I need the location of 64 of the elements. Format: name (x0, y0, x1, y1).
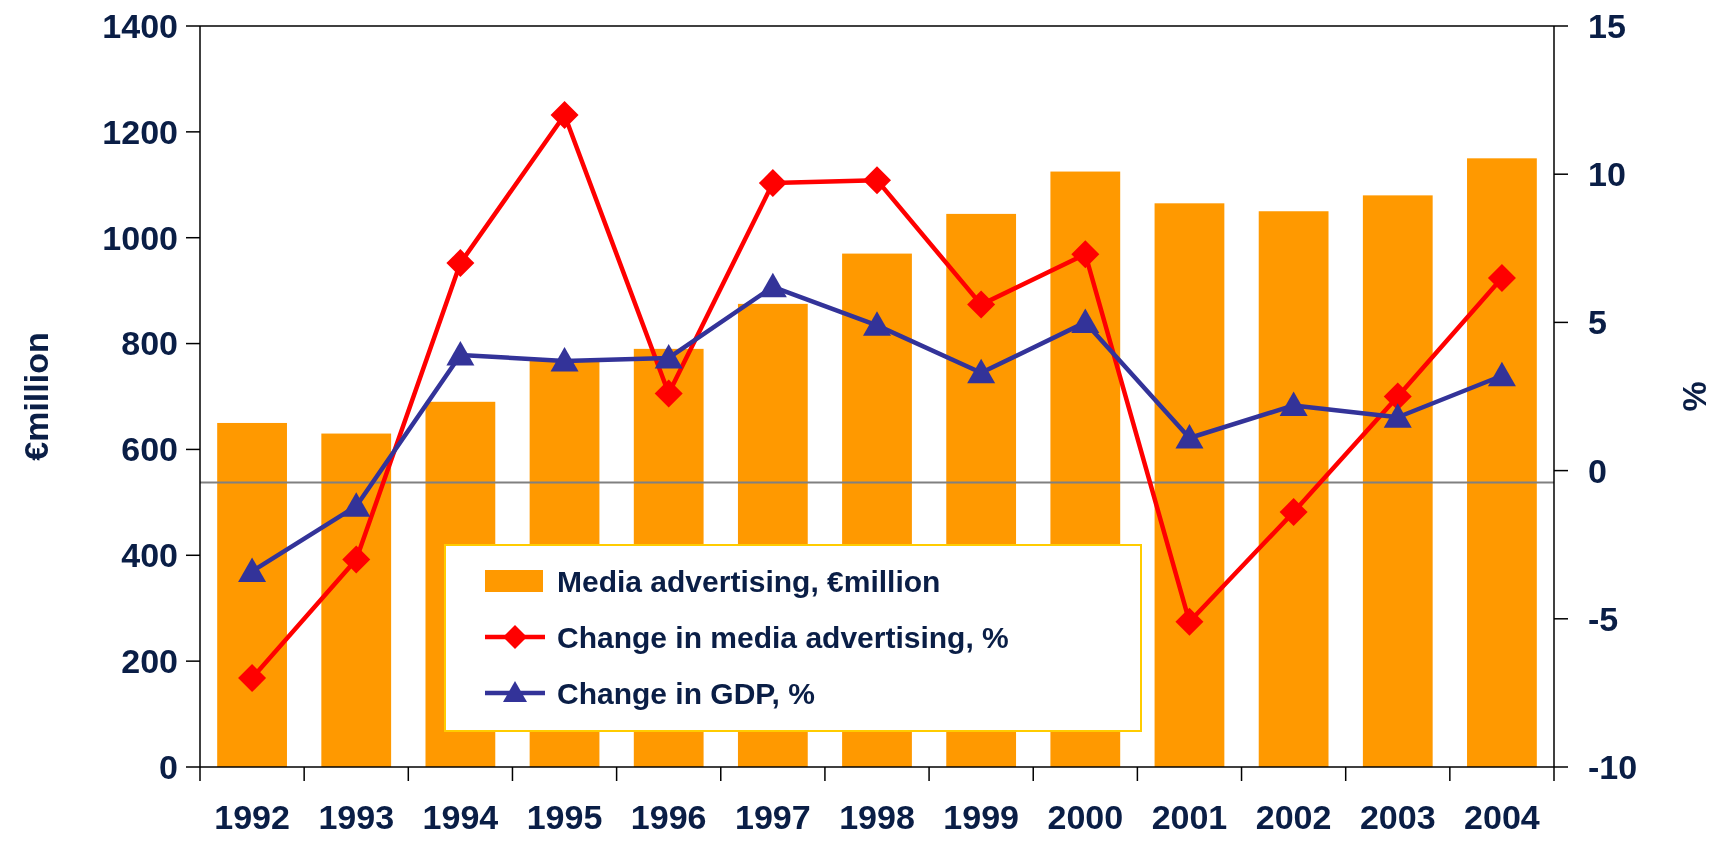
x-tick-label: 1992 (214, 798, 290, 836)
bar (217, 422, 287, 767)
x-tick-label: 2000 (1047, 798, 1124, 836)
y2-tick-label: 0 (1588, 451, 1607, 490)
point (1071, 308, 1100, 333)
point (1383, 382, 1412, 411)
bar (1154, 203, 1225, 767)
y2-axis-title: % (1674, 381, 1710, 412)
point (550, 346, 579, 372)
x-tick-label: 2002 (1255, 798, 1332, 836)
point (1279, 391, 1308, 416)
point (238, 557, 267, 582)
point (863, 166, 891, 195)
point (550, 100, 579, 129)
y-tick-label: 1000 (102, 218, 178, 257)
point (967, 358, 996, 384)
x-tick-label: 2001 (1151, 798, 1228, 836)
y-tick-label: 400 (121, 536, 178, 575)
x-tick-label: 2004 (1464, 798, 1540, 836)
x-tick-label: 1998 (839, 798, 915, 836)
y-tick-label: 0 (159, 747, 178, 786)
bar (1362, 195, 1433, 767)
point (342, 545, 371, 574)
point (446, 341, 475, 366)
x-tick-label: 1996 (630, 798, 707, 836)
y2-tick-label: -10 (1588, 747, 1638, 786)
point (238, 664, 267, 693)
point (967, 290, 996, 319)
point (758, 272, 787, 298)
legend-label: Media advertising, €million (557, 564, 941, 598)
point (1487, 263, 1516, 292)
point (1279, 498, 1308, 527)
x-tick-label: 1999 (943, 798, 1019, 836)
point (758, 169, 787, 198)
x-tick-label: 1995 (526, 798, 603, 836)
y2-tick-label: 15 (1588, 6, 1626, 45)
point (654, 343, 683, 369)
y-tick-label: 800 (121, 324, 178, 363)
x-tick-label: 2003 (1359, 798, 1436, 836)
y2-tick-label: -5 (1588, 599, 1619, 638)
point (1175, 607, 1204, 636)
y-tick-label: 1200 (102, 112, 178, 151)
point (446, 249, 475, 278)
point (1071, 240, 1100, 269)
point (1175, 424, 1204, 449)
y-tick-label: 1400 (102, 6, 178, 45)
y2-tick-label: 5 (1588, 303, 1607, 342)
legend-label: Change in media advertising, % (557, 620, 1009, 654)
legend-label: Change in GDP, % (557, 676, 815, 710)
x-tick-label: 1997 (735, 798, 811, 836)
bar (1258, 211, 1329, 767)
point (654, 379, 683, 408)
y2-tick-label: 10 (1588, 155, 1626, 194)
point (342, 492, 371, 517)
point (863, 311, 891, 336)
bar (321, 433, 392, 767)
point (1487, 361, 1516, 387)
x-tick-label: 1993 (318, 798, 395, 836)
point (1383, 403, 1412, 428)
bar (1467, 158, 1537, 767)
x-tick-label: 1994 (422, 798, 499, 836)
y-tick-label: 200 (121, 642, 178, 681)
y-axis-title: €million (17, 332, 55, 461)
y-tick-label: 600 (121, 430, 178, 469)
